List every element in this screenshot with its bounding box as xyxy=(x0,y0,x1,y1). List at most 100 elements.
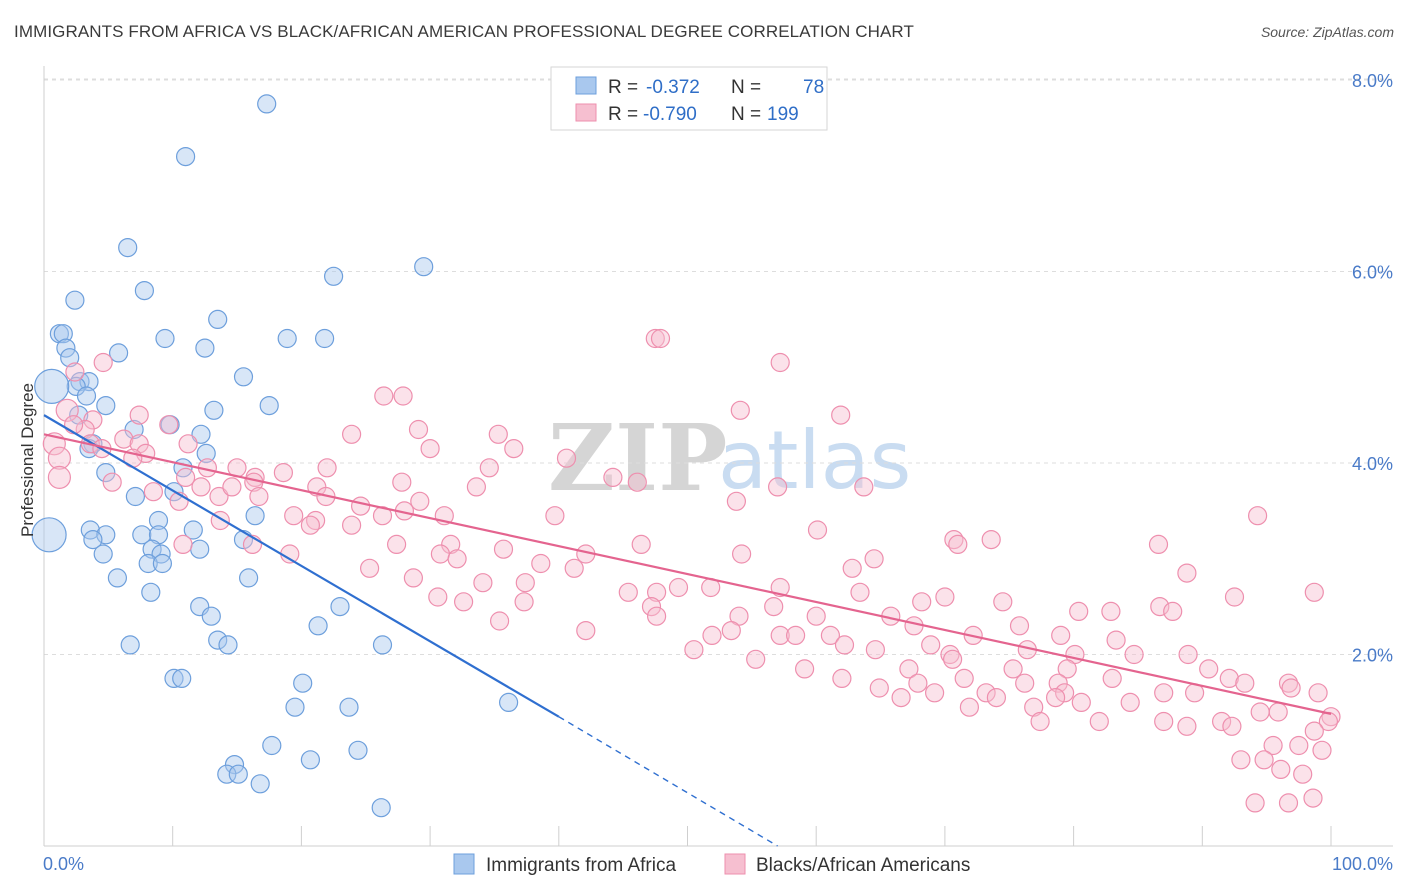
africa-point-44 xyxy=(83,529,103,550)
black-point-156 xyxy=(1045,687,1066,708)
black-point-179 xyxy=(1303,788,1323,808)
black-point-65 xyxy=(493,539,514,559)
black-point-94 xyxy=(428,587,448,607)
legend-n-value-black: 199 xyxy=(767,104,799,125)
africa-point-29 xyxy=(191,424,211,444)
black-point-92 xyxy=(1304,582,1324,602)
africa-point-60 xyxy=(208,630,228,650)
black-point-14 xyxy=(408,419,429,440)
black-point-81 xyxy=(1177,563,1197,583)
black-point-169 xyxy=(1177,716,1197,736)
black-point-147 xyxy=(869,678,889,698)
black-point-17 xyxy=(114,429,134,449)
africa-point-43 xyxy=(148,525,169,545)
black-point-37 xyxy=(102,472,122,492)
black-point-130 xyxy=(942,649,963,669)
legend-swatch-black xyxy=(575,103,597,122)
black-point-122 xyxy=(834,635,855,655)
black-point-33 xyxy=(603,467,623,487)
africa-point-10 xyxy=(155,328,175,349)
black-point-113 xyxy=(576,620,596,641)
black-point-142 xyxy=(1235,673,1255,693)
black-point-154 xyxy=(891,687,911,708)
legend-box: R = -0.372 N = 78 R = -0.790 N = 199 xyxy=(550,66,828,131)
africa-point-7 xyxy=(208,309,228,329)
black-point-31 xyxy=(273,463,293,483)
black-point-25 xyxy=(47,446,72,470)
black-point-43 xyxy=(143,482,163,502)
source-label: Source: ZipAtlas.com xyxy=(1260,24,1394,40)
black-point-77 xyxy=(531,553,551,574)
black-point-110 xyxy=(904,616,924,636)
axes xyxy=(43,66,1393,847)
black-point-134 xyxy=(1003,659,1023,679)
africa-point-20 xyxy=(66,376,86,396)
black-point-60 xyxy=(300,515,320,535)
black-point-62 xyxy=(981,529,1001,550)
black-point-20 xyxy=(129,434,149,454)
black-point-153 xyxy=(1308,683,1328,703)
black-point-63 xyxy=(441,534,461,555)
africa-point-22 xyxy=(76,386,97,406)
black-point-45 xyxy=(249,486,269,507)
africa-point-34 xyxy=(96,463,116,483)
black-point-161 xyxy=(1250,702,1270,722)
black-point-70 xyxy=(173,534,193,555)
y-tick-labels: 2.0% 4.0% 6.0% 8.0% xyxy=(1352,71,1393,666)
africa-point-4 xyxy=(324,266,344,286)
africa-point-50 xyxy=(190,539,210,559)
black-point-167 xyxy=(1211,711,1232,732)
black-point-0 xyxy=(645,328,665,349)
black-point-5 xyxy=(374,386,394,406)
black-point-121 xyxy=(921,635,941,655)
black-point-55 xyxy=(1247,506,1268,526)
black-point-186 xyxy=(176,467,196,487)
black-point-29 xyxy=(317,458,337,478)
black-point-182 xyxy=(47,465,72,489)
africa-point-73 xyxy=(224,754,245,775)
black-points xyxy=(42,328,1341,813)
africa-point-35 xyxy=(125,486,145,507)
africa-point-54 xyxy=(239,568,259,588)
black-point-150 xyxy=(1054,683,1075,703)
africa-point-2 xyxy=(118,238,138,258)
black-point-3 xyxy=(93,352,113,373)
legend-n-label-africa: N = xyxy=(731,77,761,98)
black-point-36 xyxy=(627,472,647,492)
black-point-170 xyxy=(1222,716,1242,736)
y-axis-title: Professional Degree xyxy=(18,383,37,537)
watermark-atlas: atlas xyxy=(718,414,911,507)
africa-point-0 xyxy=(257,94,277,114)
black-point-157 xyxy=(1071,692,1091,713)
black-point-83 xyxy=(473,573,493,593)
black-point-42 xyxy=(854,477,874,497)
africa-point-24 xyxy=(259,396,279,416)
black-point-174 xyxy=(1312,740,1332,760)
africa-point-52 xyxy=(152,553,172,574)
black-point-98 xyxy=(764,596,784,617)
black-point-136 xyxy=(1199,659,1219,679)
black-point-103 xyxy=(1101,601,1121,622)
black-point-148 xyxy=(924,683,945,703)
black-point-78 xyxy=(564,558,584,578)
africa-point-19 xyxy=(79,372,99,392)
black-point-139 xyxy=(1102,668,1122,689)
black-point-128 xyxy=(1124,644,1144,665)
africa-point-42 xyxy=(132,525,152,545)
black-point-114 xyxy=(770,625,790,646)
y-tick-label-8: 8.0% xyxy=(1352,71,1393,91)
black-point-64 xyxy=(387,534,407,555)
legend-r-value-black: -0.790 xyxy=(643,104,697,125)
black-point-46 xyxy=(410,491,430,511)
trend-lines xyxy=(43,414,1332,847)
black-point-102 xyxy=(1069,601,1089,622)
africa-point-3 xyxy=(414,257,434,277)
black-point-8 xyxy=(730,400,750,420)
africa-point-9 xyxy=(53,324,73,344)
black-point-39 xyxy=(191,477,211,497)
black-point-171 xyxy=(1304,721,1324,741)
bottom-legend-swatch-africa xyxy=(453,853,475,875)
africa-point-12 xyxy=(315,328,335,349)
x-tick-label-max: 100.0% xyxy=(1332,854,1393,874)
